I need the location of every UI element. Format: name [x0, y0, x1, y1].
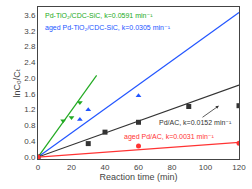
svg-text:120: 120 [232, 163, 246, 172]
svg-text:0.4: 0.4 [24, 137, 36, 146]
svg-text:2.4: 2.4 [24, 58, 36, 67]
svg-text:0.0: 0.0 [24, 153, 36, 162]
svg-text:lnC₀/Cₜ: lnC₀/Cₜ [12, 68, 22, 97]
svg-text:Pd-TiO₂/CDC-SiC, k=0.0591 min⁻: Pd-TiO₂/CDC-SiC, k=0.0591 min⁻¹ [45, 12, 153, 19]
svg-text:1.2: 1.2 [24, 105, 36, 114]
svg-text:40: 40 [101, 163, 110, 172]
svg-text:aged Pd-TiO₂/CDC-SiC, k=0.0305: aged Pd-TiO₂/CDC-SiC, k=0.0305 min⁻¹ [45, 24, 171, 32]
svg-text:80: 80 [168, 163, 177, 172]
svg-text:60: 60 [134, 163, 143, 172]
svg-text:100: 100 [199, 163, 213, 172]
svg-text:Reaction time (min): Reaction time (min) [99, 172, 177, 182]
svg-text:aged Pd/AC, k=0.0031 min⁻¹: aged Pd/AC, k=0.0031 min⁻¹ [124, 133, 215, 141]
svg-text:3.6: 3.6 [24, 11, 36, 20]
svg-text:2.8: 2.8 [24, 42, 36, 51]
svg-text:0: 0 [36, 163, 41, 172]
svg-text:20: 20 [67, 163, 76, 172]
svg-text:1.6: 1.6 [24, 90, 36, 99]
svg-text:0.8: 0.8 [24, 121, 36, 130]
svg-text:3.2: 3.2 [24, 26, 36, 35]
svg-text:2.0: 2.0 [24, 74, 36, 83]
svg-text:Pd/AC, k=0.0152 min⁻¹: Pd/AC, k=0.0152 min⁻¹ [159, 119, 232, 126]
